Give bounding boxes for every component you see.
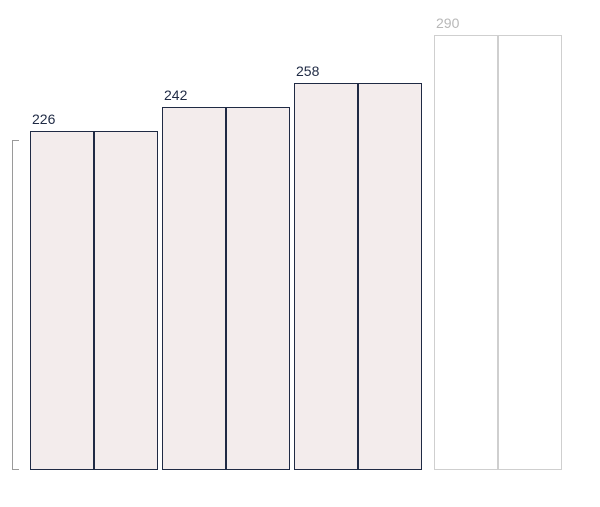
bar-chart: 226242258290 bbox=[30, 20, 590, 480]
bar-group-label: 242 bbox=[164, 87, 187, 103]
bars-area: 226242258290 bbox=[30, 20, 590, 470]
bar bbox=[294, 83, 358, 470]
bar-group-label: 258 bbox=[296, 63, 319, 79]
bar bbox=[434, 35, 498, 470]
bar bbox=[162, 107, 226, 470]
bar bbox=[94, 131, 158, 470]
bar-group-label: 290 bbox=[436, 15, 459, 31]
bar-group-3: 290 bbox=[434, 35, 562, 470]
bar bbox=[226, 107, 290, 470]
bar-group-1: 242 bbox=[162, 107, 290, 470]
bar bbox=[358, 83, 422, 470]
bar bbox=[30, 131, 94, 470]
y-axis-bracket bbox=[12, 140, 19, 470]
bar bbox=[498, 35, 562, 470]
bar-group-2: 258 bbox=[294, 83, 422, 470]
bar-group-0: 226 bbox=[30, 131, 158, 470]
bar-group-label: 226 bbox=[32, 111, 55, 127]
